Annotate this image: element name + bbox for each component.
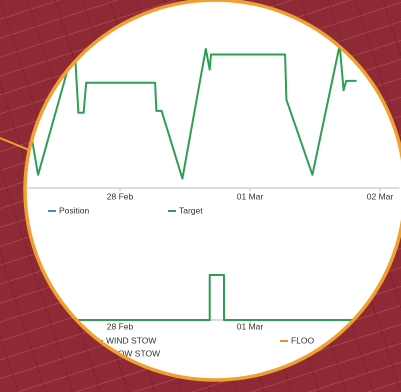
legend-label: SNOW STOW (106, 348, 160, 358)
magnifier (25, 0, 401, 380)
legend-label: Position (59, 205, 90, 215)
charts: 28 Feb 01 Mar 02 Mar Position Target 28 Feb 01… (25, 44, 400, 358)
x-tick-label: 01 Mar (237, 191, 264, 201)
x-tick-label: 02 Mar (367, 191, 394, 201)
legend-label: WIND STOW (106, 335, 156, 345)
x-tick-label: 28 Feb (107, 321, 134, 331)
x-tick-label: 28 Feb (107, 191, 134, 201)
series-line (29, 44, 357, 180)
legend-label: FLOO (291, 335, 315, 345)
x-tick-label: 01 Mar (237, 321, 264, 331)
series-line (25, 274, 400, 321)
magnifier-rim (23, 0, 401, 382)
legend-label: Target (179, 205, 203, 215)
